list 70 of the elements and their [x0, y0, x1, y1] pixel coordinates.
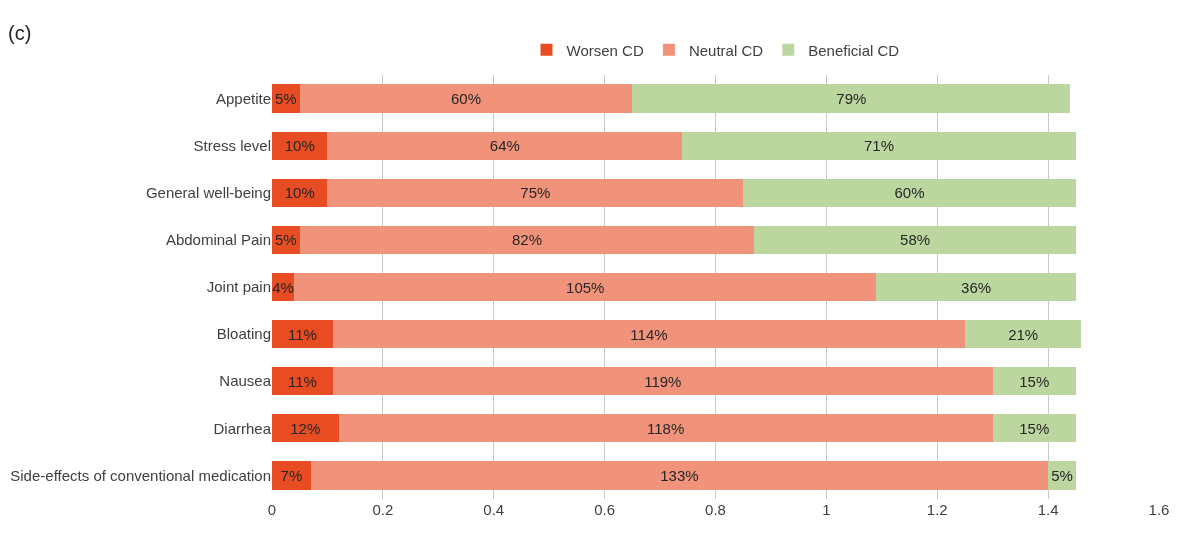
- bar: [632, 84, 1071, 113]
- x-tick-label: 1: [822, 501, 831, 518]
- x-tick-label: 1.4: [1037, 501, 1059, 518]
- data-label: 105%: [566, 278, 605, 296]
- data-label: 79%: [836, 90, 867, 108]
- data-label: 12%: [290, 419, 321, 437]
- bar: [743, 178, 1076, 207]
- y-tick-label: Bloating: [216, 325, 271, 343]
- legend-label: Worsen CD: [566, 41, 644, 59]
- bar: [327, 131, 683, 160]
- data-label: 36%: [961, 278, 992, 296]
- bar: [272, 414, 339, 443]
- bar: [876, 272, 1076, 302]
- bar: [327, 178, 744, 207]
- data-label: 114%: [630, 325, 668, 343]
- bar: [964, 319, 1082, 349]
- data-label: 119%: [644, 372, 682, 390]
- data-label: 82%: [512, 231, 543, 249]
- x-tick-label: 0.4: [483, 501, 505, 518]
- data-label: 64%: [489, 137, 520, 155]
- data-label: 11%: [288, 372, 317, 390]
- x-tick-label: 0.8: [705, 501, 726, 518]
- x-tick-label: 1.6: [1148, 501, 1170, 518]
- data-label: 5%: [275, 231, 297, 249]
- y-tick-label: General well-being: [145, 184, 271, 202]
- y-tick-label: Joint pain: [206, 278, 271, 296]
- data-label: 11%: [288, 325, 317, 343]
- data-label: 10%: [284, 137, 315, 155]
- data-label: 15%: [1019, 372, 1050, 390]
- y-tick-label: Abdominal Pain: [165, 231, 271, 249]
- data-label: 4%: [272, 278, 294, 296]
- x-tick-label: 0.2: [372, 501, 394, 518]
- data-label: 60%: [451, 90, 482, 108]
- legend-label: Beneficial CD: [808, 41, 900, 59]
- x-tick-label: 1.2: [926, 501, 948, 518]
- data-label: 21%: [1008, 325, 1039, 343]
- bar: [338, 414, 993, 443]
- data-label: 60%: [894, 184, 925, 202]
- x-tick-label: 0: [267, 501, 277, 518]
- text: (c): [8, 22, 32, 44]
- data-label: 118%: [646, 419, 685, 437]
- data-label: 133%: [660, 466, 699, 484]
- y-tick-label: Diarrhea: [213, 419, 272, 437]
- bar: [310, 461, 1049, 490]
- bar: [332, 367, 993, 396]
- bar: [992, 414, 1076, 443]
- bar: [272, 319, 333, 349]
- bar: [299, 225, 755, 255]
- bar: [272, 367, 333, 396]
- y-tick-label: Stress level: [193, 136, 271, 154]
- bar: [299, 84, 633, 113]
- data-label: 15%: [1019, 419, 1050, 437]
- data-label: 75%: [520, 184, 551, 202]
- bar: [754, 225, 1076, 255]
- data-label: 5%: [1051, 466, 1073, 484]
- y-tick-label: Appetite: [215, 89, 271, 107]
- bar: [294, 272, 877, 302]
- data-label: 7%: [280, 466, 303, 484]
- data-label: 58%: [900, 231, 931, 249]
- y-tick-label: Nausea: [219, 372, 272, 390]
- bar: [682, 131, 1076, 160]
- data-label: 5%: [275, 90, 297, 108]
- bar: [272, 461, 311, 490]
- bar: [992, 367, 1076, 396]
- x-tick-label: 0.6: [594, 501, 616, 518]
- bar: [332, 319, 965, 349]
- data-label: 10%: [284, 184, 315, 202]
- y-tick-label: Side-effects of conventional medication: [10, 466, 271, 484]
- legend-label: Neutral CD: [688, 41, 764, 59]
- data-label: 71%: [864, 137, 895, 155]
